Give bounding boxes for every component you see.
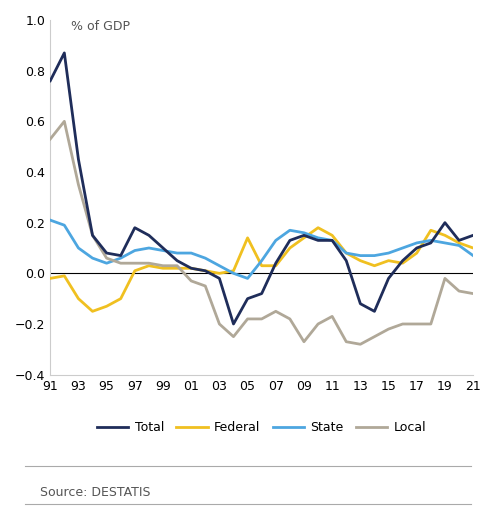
Legend: Total, Federal, State, Local: Total, Federal, State, Local	[92, 416, 431, 439]
Text: % of GDP: % of GDP	[71, 20, 130, 33]
Text: Source: DESTATIS: Source: DESTATIS	[40, 486, 150, 499]
